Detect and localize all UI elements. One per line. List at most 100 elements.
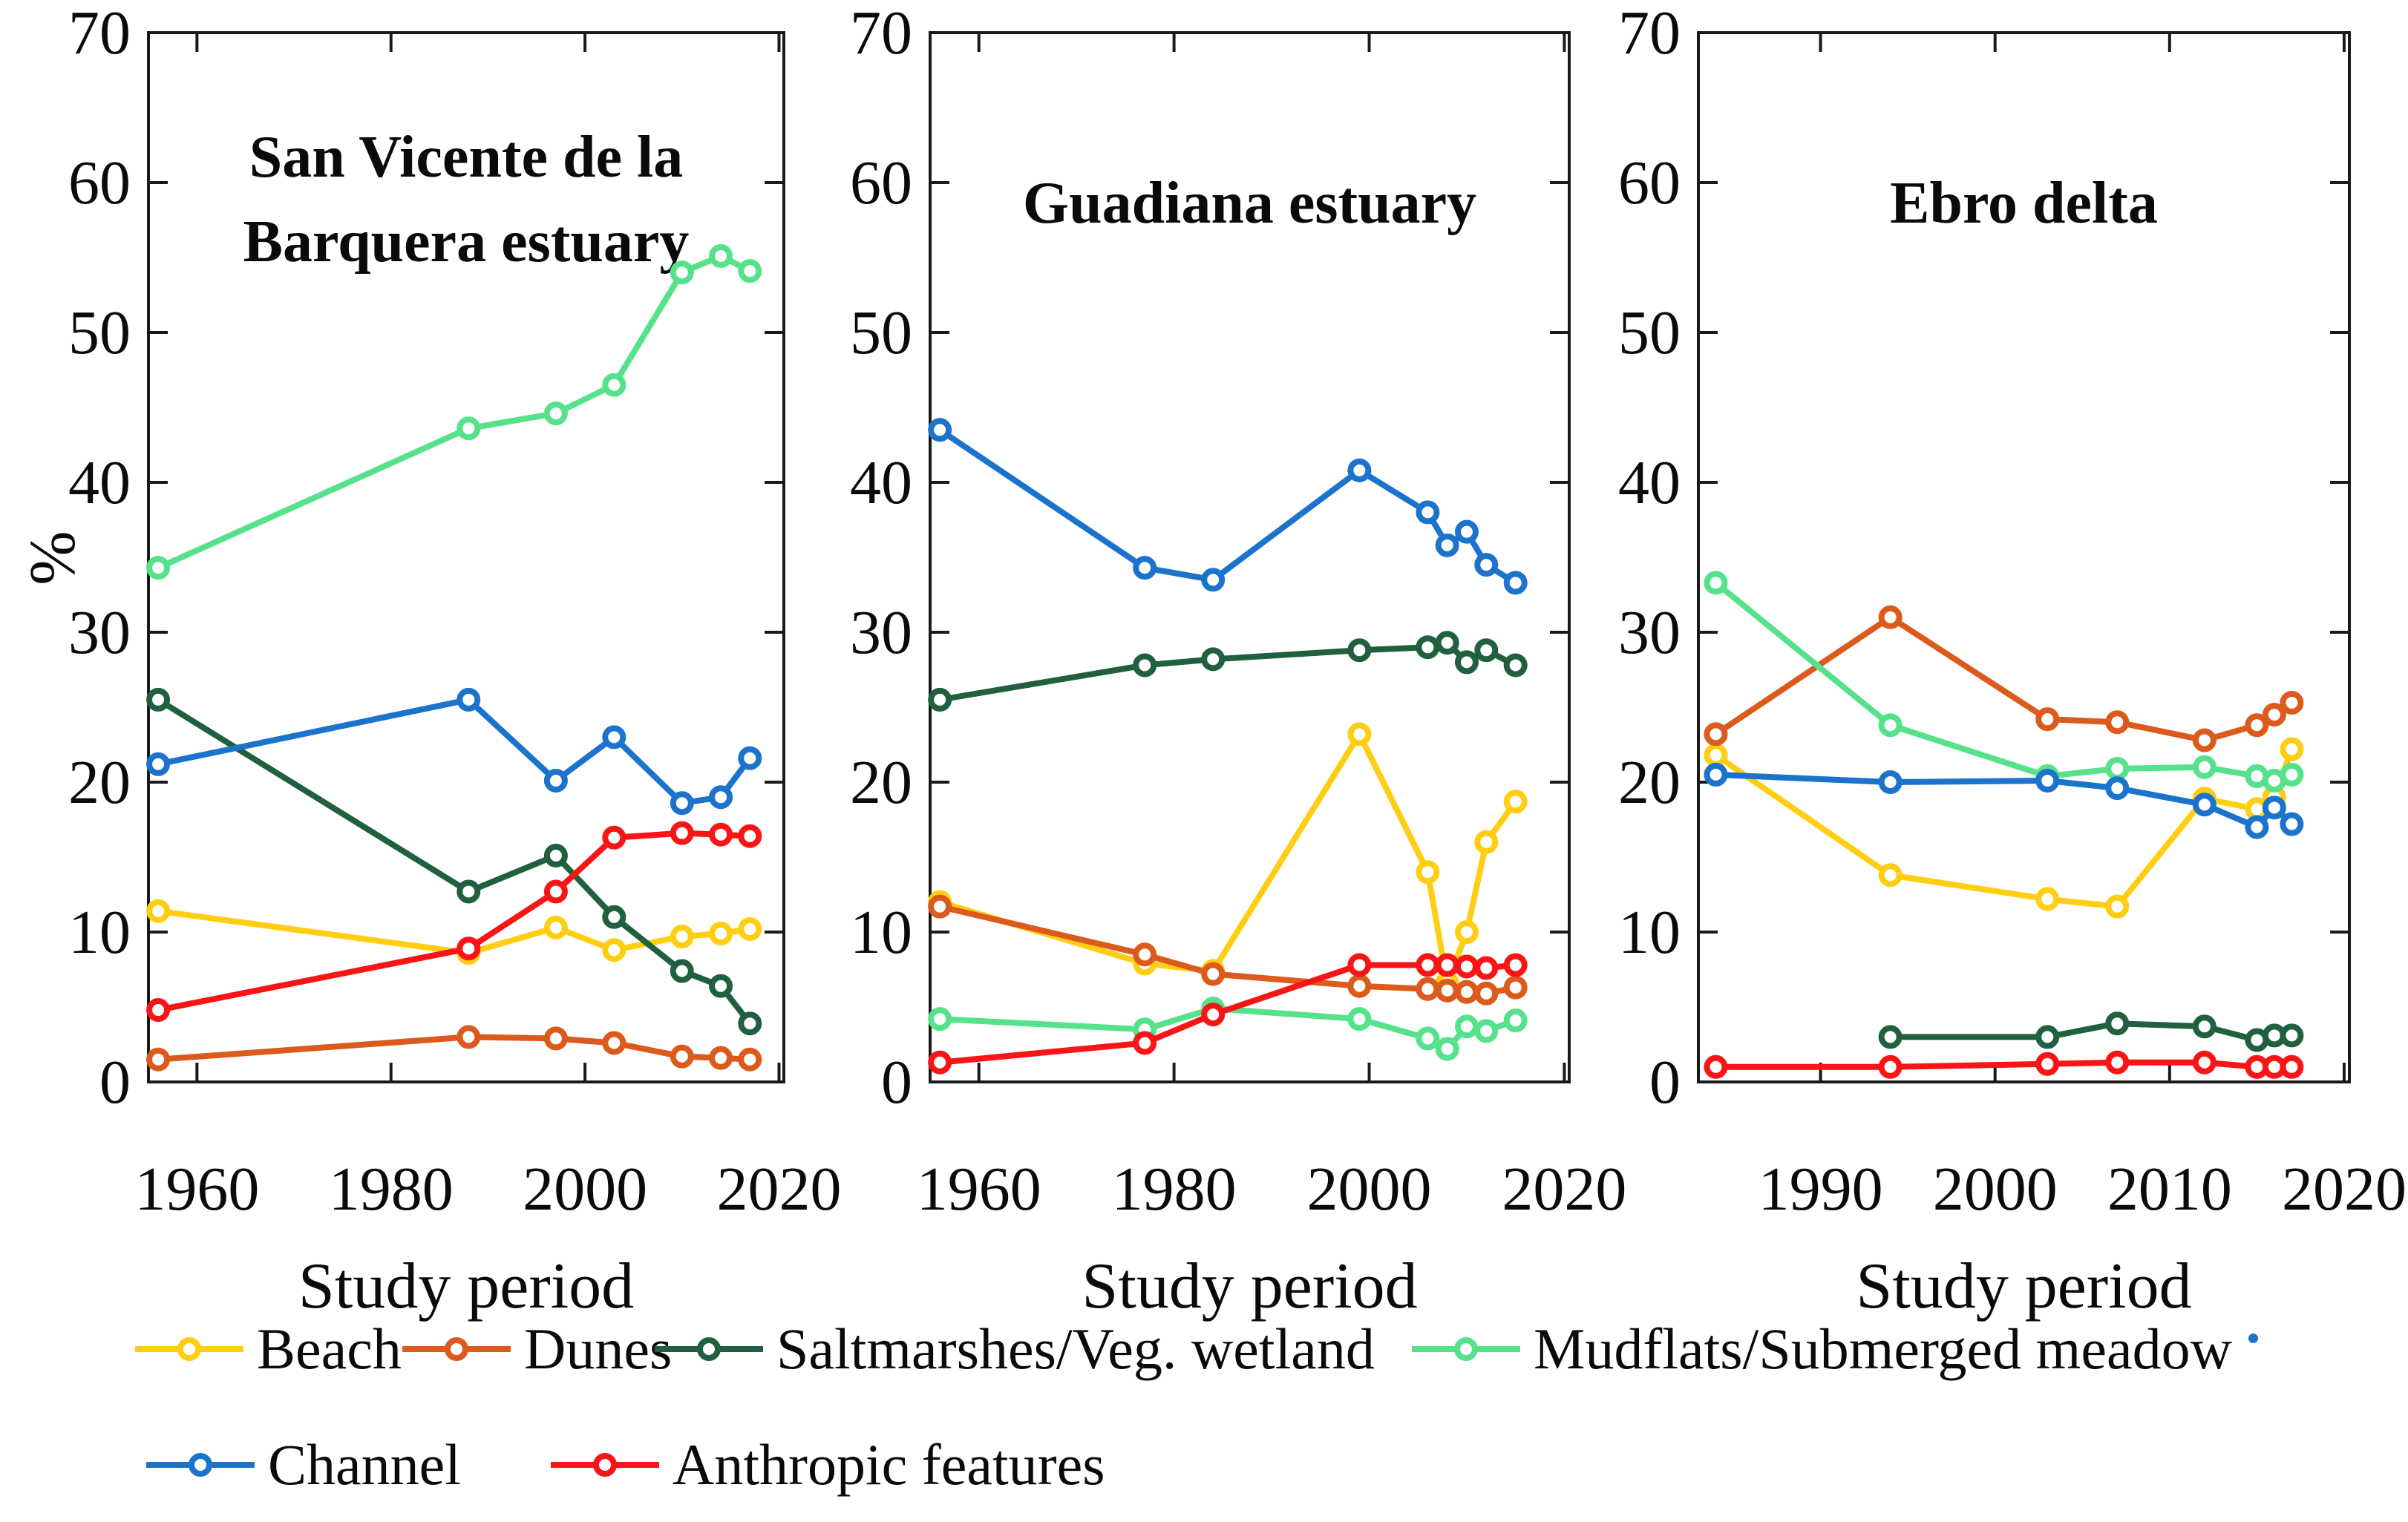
data-point-marker <box>928 1007 952 1031</box>
data-point-marker <box>1201 647 1226 672</box>
data-point-marker <box>1201 1003 1226 1027</box>
series-beach <box>928 722 1528 995</box>
y-tick-label: 10 <box>850 898 912 967</box>
legend-item-mudflat: Mudflats/Submerged meadow <box>1410 1315 2258 1383</box>
data-point-marker <box>1704 571 1728 595</box>
y-tick-label: 30 <box>1618 598 1681 667</box>
legend-marker-mudflat-icon <box>1410 1333 1522 1365</box>
series-line-dunes <box>1712 614 2295 744</box>
series-dunes <box>928 894 1528 1006</box>
data-point-marker <box>2105 756 2130 781</box>
legend-row-2: Channel Anthropic features <box>0 1431 2408 1499</box>
data-point-marker <box>1878 605 1902 629</box>
data-point-marker <box>146 1047 171 1072</box>
data-point-marker <box>1347 974 1372 998</box>
x-tick-label: 2020 <box>2282 1155 2407 1224</box>
x-tick-label: 1980 <box>1112 1155 1237 1224</box>
data-point-marker <box>146 687 171 712</box>
series-dunes <box>1704 605 2304 752</box>
data-point-marker <box>1201 962 1226 986</box>
data-point-marker <box>1347 1007 1372 1031</box>
data-point-marker <box>1503 653 1528 678</box>
data-point-marker <box>738 1011 762 1036</box>
legend-item-dunes: Dunes <box>401 1315 672 1383</box>
series-saltmarsh <box>1878 1011 2304 1052</box>
data-point-marker <box>1704 743 1728 767</box>
data-point-marker <box>1503 571 1528 595</box>
data-point-marker <box>670 260 694 285</box>
legend-row-1: Beach Dunes Saltmarshes/Veg. wetland Mudfla… <box>0 1315 2408 1383</box>
y-tick-label: 40 <box>68 448 131 517</box>
y-tick-label: 40 <box>1618 448 1681 517</box>
data-point-marker <box>457 416 481 441</box>
data-point-marker <box>1454 650 1479 675</box>
series-mudflat <box>146 243 762 580</box>
data-point-marker <box>709 785 733 810</box>
data-point-marker <box>1503 1008 1528 1033</box>
axes-box <box>929 31 1571 1083</box>
data-point-marker <box>602 725 626 749</box>
legend-label-channel: Channel <box>268 1432 461 1497</box>
y-tick-label: 60 <box>68 148 131 217</box>
panel-title: Barquera estuary <box>243 209 690 275</box>
y-tick-label: 0 <box>1649 1048 1681 1117</box>
y-tick-label: 50 <box>1618 298 1681 367</box>
data-point-marker <box>602 373 626 397</box>
x-tick-label: 2020 <box>716 1155 841 1224</box>
series-saltmarsh <box>928 631 1528 712</box>
series-line-mudflat <box>155 252 753 571</box>
data-point-marker <box>1878 713 1902 738</box>
series-channel <box>1704 762 2304 839</box>
legend-marker-beach-icon <box>134 1333 245 1365</box>
data-point-marker <box>543 879 568 904</box>
legend-marker-saltmarsh-icon <box>653 1333 765 1365</box>
data-point-marker <box>543 915 568 939</box>
y-tick-label: 30 <box>850 598 912 667</box>
data-point-marker <box>1435 631 1459 655</box>
data-point-marker <box>2192 793 2216 817</box>
series-anthropic <box>146 821 762 1023</box>
panel-title: Guadiana estuary <box>1023 171 1476 236</box>
data-point-marker <box>1474 830 1499 854</box>
data-point-marker <box>1133 1031 1157 1055</box>
data-point-marker <box>928 1050 952 1075</box>
x-tick-label: 2000 <box>1307 1155 1432 1224</box>
data-point-marker <box>2262 796 2286 820</box>
data-point-marker <box>457 687 481 712</box>
x-tick-label: 1990 <box>1758 1155 1883 1224</box>
data-point-marker <box>1416 860 1440 885</box>
y-tick-label: 60 <box>1618 148 1681 217</box>
data-point-marker <box>602 1031 626 1055</box>
data-point-marker <box>1704 762 1728 787</box>
data-point-marker <box>602 905 626 929</box>
series-line-dunes <box>155 1034 753 1063</box>
data-point-marker <box>2280 1054 2304 1079</box>
data-point-marker <box>738 259 762 283</box>
data-point-marker <box>928 894 952 919</box>
data-point-marker <box>1454 980 1479 1004</box>
data-point-marker <box>1704 722 1728 747</box>
data-point-marker <box>1503 953 1528 977</box>
data-point-marker <box>2192 1014 2216 1039</box>
series-channel <box>928 418 1528 595</box>
data-point-marker <box>1347 953 1372 977</box>
series-line-beach <box>155 908 753 957</box>
data-point-marker <box>1878 1025 1902 1049</box>
data-point-marker <box>2280 812 2304 836</box>
data-point-marker <box>2105 1050 2130 1075</box>
legend-marker-channel-icon <box>145 1449 256 1481</box>
data-point-marker <box>1416 635 1440 660</box>
data-point-marker <box>738 916 762 941</box>
x-tick-label: 2020 <box>1502 1155 1626 1224</box>
data-point-marker <box>146 556 171 580</box>
y-tick-label: 40 <box>850 448 912 517</box>
data-point-marker <box>1704 1054 1728 1079</box>
data-point-marker <box>670 1044 694 1069</box>
data-point-marker <box>1503 975 1528 1000</box>
panel-title: Ebro delta <box>1890 171 2158 236</box>
data-point-marker <box>2245 713 2269 738</box>
data-point-marker <box>1454 1014 1479 1039</box>
x-axis-label: Study period <box>298 1250 634 1322</box>
x-tick-label: 2000 <box>523 1155 647 1224</box>
